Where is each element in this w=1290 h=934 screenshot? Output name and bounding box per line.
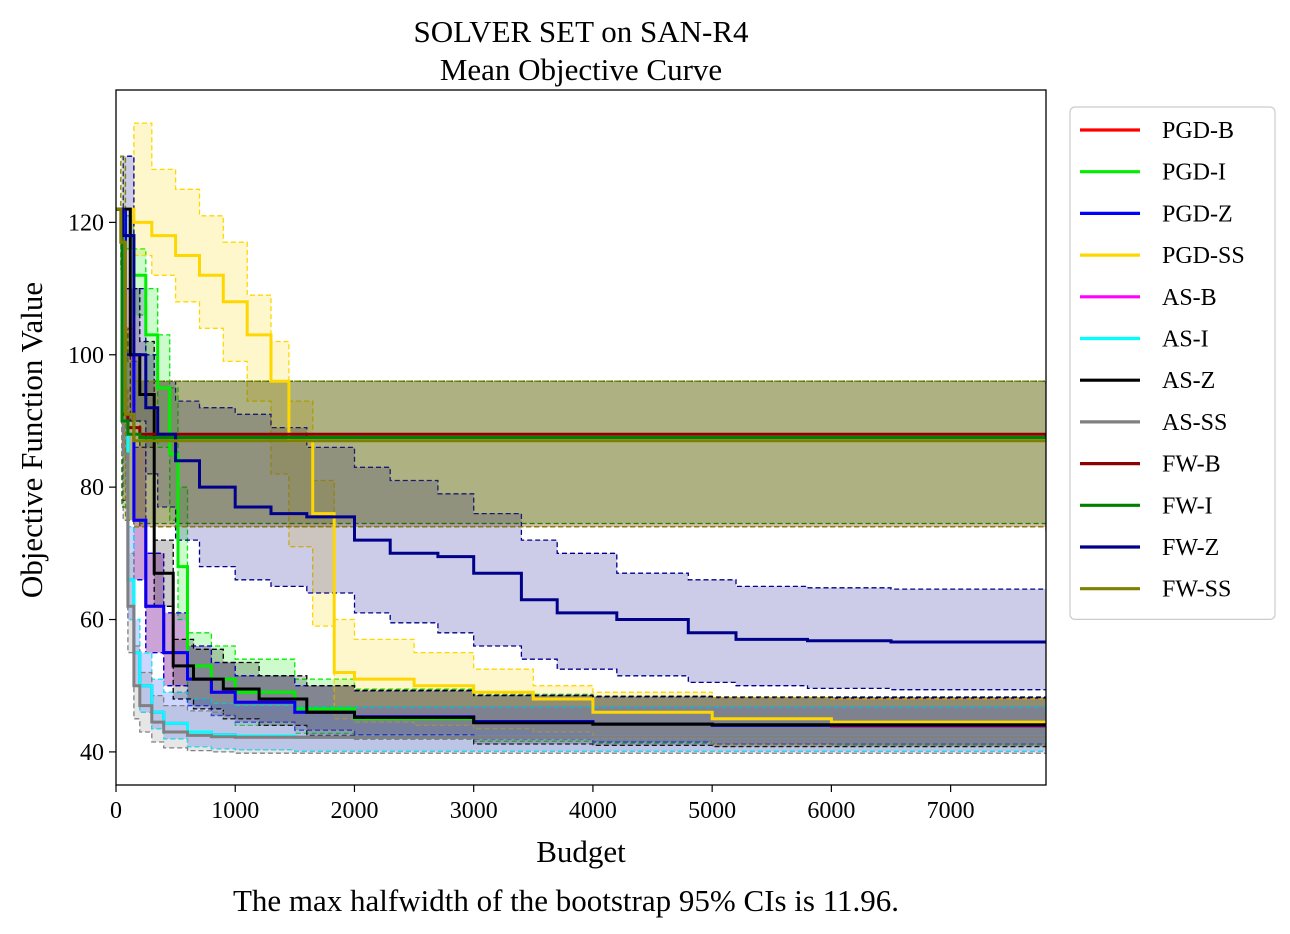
legend-label-fw-z: FW-Z [1162, 535, 1219, 561]
y-axis-label: Objective Function Value [14, 282, 49, 598]
ci-band-fw-i [116, 209, 1046, 524]
x-tick-label: 3000 [450, 798, 498, 824]
x-axis-label: Budget [536, 834, 626, 869]
ci-band-pgd-ss [116, 123, 1046, 749]
x-tick-label: 2000 [330, 798, 378, 824]
legend-label-fw-b: FW-B [1162, 452, 1221, 478]
y-tick-label: 60 [80, 608, 104, 634]
y-tick-label: 120 [68, 210, 104, 236]
ci-upper-as-z [116, 208, 1046, 698]
ci-band-pgd-b [116, 209, 1046, 747]
axes: 0 1000 2000 3000 4000 5000 6000 7000 40 60 80 100 12… [68, 89, 1047, 824]
ci-lower-fw-z [116, 208, 1046, 691]
ci-band-fw-b [116, 209, 1046, 531]
legend-label-fw-ss: FW-SS [1162, 577, 1231, 603]
legend-label-pgd-b: PGD-B [1162, 118, 1234, 144]
legend-label-pgd-i: PGD-I [1162, 160, 1226, 186]
legend-label-pgd-ss: PGD-SS [1162, 243, 1245, 269]
ci-band-pgd-z [116, 209, 1046, 747]
footnote: The max halfwidth of the bootstrap 95% C… [233, 883, 899, 918]
ci-lower-pgd-z [116, 208, 1046, 747]
legend-label-as-z: AS-Z [1162, 368, 1215, 394]
series-line-fw-ss [116, 207, 1046, 443]
legend-label-as-i: AS-I [1162, 327, 1209, 353]
legend-box [1069, 106, 1276, 621]
x-tick-label: 5000 [688, 798, 736, 824]
ci-upper-fw-z [116, 155, 1046, 590]
y-tick-label: 40 [80, 740, 104, 766]
legend-label-as-b: AS-B [1162, 285, 1217, 311]
series-line-pgd-ss [116, 207, 1046, 726]
ci-band-as-z [116, 209, 1046, 748]
ci-upper-pgd-i [116, 208, 1046, 699]
x-tick-label: 4000 [569, 798, 617, 824]
plot-frame [115, 89, 1047, 786]
legend: PGD-B PGD-I PGD-Z PGD-SS AS-B AS-I AS-Z AS-SS FW… [1069, 106, 1276, 621]
series-line-fw-i [116, 207, 1046, 439]
x-tick-label: 7000 [927, 798, 975, 824]
x-tick-label: 0 [110, 798, 122, 824]
y-tick-label: 80 [80, 475, 104, 501]
series-line-as-ss [116, 207, 1046, 739]
ci-band-pgd-i [116, 209, 1046, 747]
ci-lower-pgd-ss [116, 208, 1046, 749]
y-tick-label: 100 [68, 343, 104, 369]
ci-lower-as-ss [116, 208, 1046, 754]
legend-label-as-ss: AS-SS [1162, 410, 1227, 436]
ci-lower-as-z [116, 208, 1046, 748]
legend-label-fw-i: FW-I [1162, 493, 1213, 519]
series-line-fw-z [116, 207, 1046, 644]
x-tick-label: 1000 [211, 798, 259, 824]
ci-band-fw-z [116, 156, 1046, 691]
legend-label-pgd-z: PGD-Z [1162, 201, 1233, 227]
x-tick-label: 6000 [807, 798, 855, 824]
chart-subtitle: Mean Objective Curve [440, 52, 722, 87]
chart-title: SOLVER SET on SAN-R4 [413, 14, 749, 49]
plot-area [116, 122, 1046, 754]
